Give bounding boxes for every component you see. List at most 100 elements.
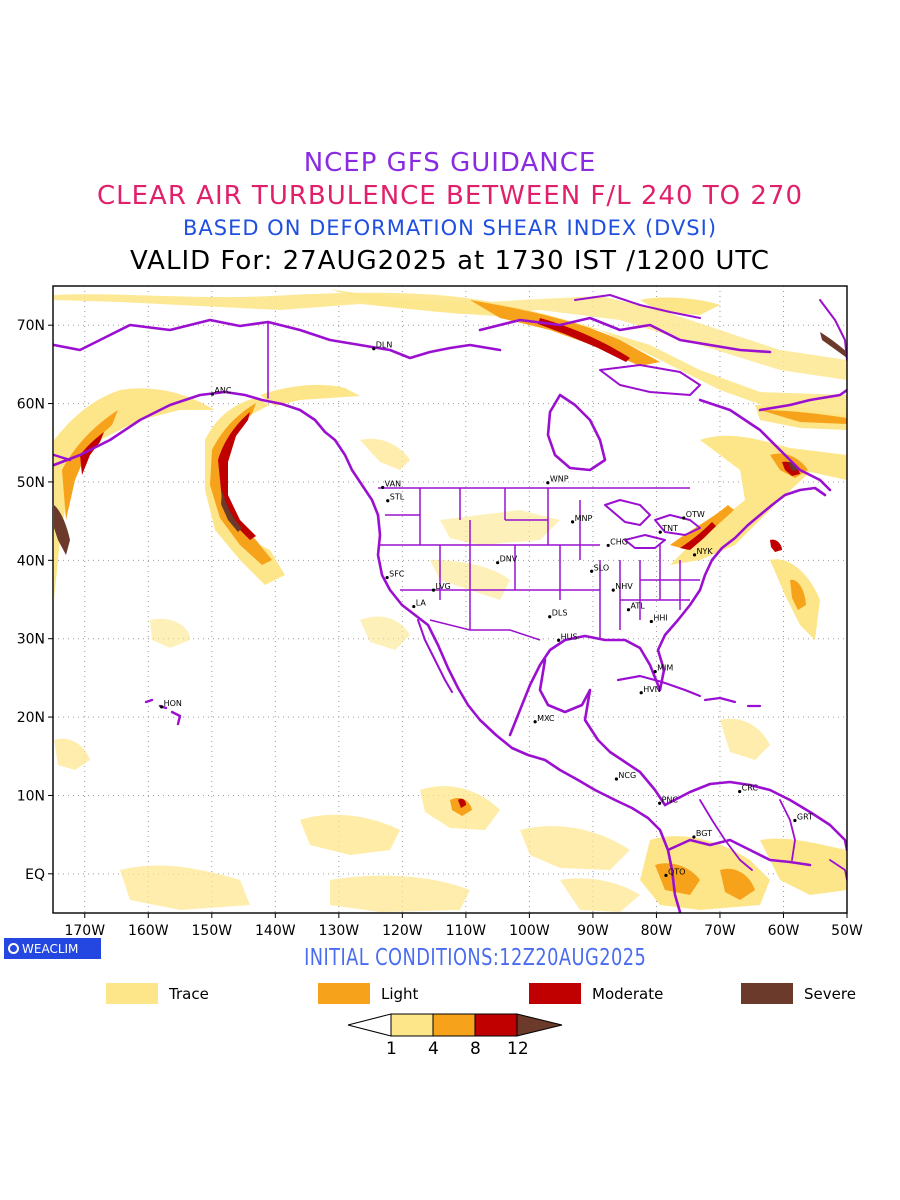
turbulence-severe-areas [54,332,847,555]
city-label: TNT [661,524,678,533]
city-label: DLN [376,341,393,350]
city-label: OTW [686,510,705,519]
city-marker [664,873,668,877]
city-label: ANC [214,386,231,395]
title-valid-time: VALID For: 27AUG2025 at 1730 IST /1200 U… [130,246,770,276]
logo-text: WEACLIM [22,941,79,956]
legend-swatch-severe [741,983,793,1004]
lon-label: 60W [768,923,800,939]
latitude-labels: EQ 10N 20N 30N 40N 50N 60N 70N [17,318,45,883]
city-label: LA [416,599,427,608]
city-marker [381,485,385,490]
lat-label: 40N [17,553,45,569]
lat-label: EQ [25,867,45,883]
colorbar-tick-4: 4 [428,1039,439,1059]
title-product: CLEAR AIR TURBULENCE BETWEEN F/L 240 TO … [96,181,804,211]
city-label: HUS [561,632,578,641]
logo-ring-icon [8,943,19,954]
colorbar-tick-1: 1 [386,1039,397,1059]
axis-ticks [48,324,848,918]
city-label: STL [390,493,405,502]
city-marker [639,691,643,695]
city-label: DNV [500,555,518,564]
lat-label: 20N [17,710,45,726]
city-label: MXC [537,714,555,723]
city-label: HHI [653,613,667,622]
legend-label-light: Light [381,984,419,1003]
city-label: NHV [615,582,633,591]
lat-label: 10N [17,788,45,804]
city-label: GRT [797,813,813,822]
lon-label: 160W [128,923,169,939]
city-label: HON [164,699,182,708]
city-marker [431,588,436,592]
city-label: VAN [385,479,401,488]
lon-label: 110W [446,923,487,939]
title-model: NCEP GFS GUIDANCE [303,148,597,178]
city-label: QTO [668,867,685,876]
colorbar-bin-trace [390,1013,434,1037]
city-marker [412,604,416,609]
colorbar-bin-moderate [474,1013,518,1037]
weaclim-logo: WEACLIM [4,938,101,959]
lon-label: 80W [641,923,673,939]
city-marker [590,569,594,573]
city-marker [496,561,500,565]
city-marker [692,835,696,839]
city-marker [160,705,164,709]
lon-label: 140W [255,923,296,939]
city-label: BGT [696,829,712,838]
city-marker [658,530,662,534]
city-label: ATL [630,602,645,611]
city-labels: ANC DLN VAN STL WNP MNP OTW TNT CHG NYK DNV SFC SLO L… [160,341,813,877]
city-marker [793,818,797,823]
colorbar-low-end [347,1013,392,1037]
city-label: NYK [697,547,714,556]
lat-label: 50N [17,475,45,491]
colorbar-tick-12: 12 [507,1039,529,1059]
city-label: LVG [435,582,450,591]
city-marker [692,553,697,557]
city-label: WNP [550,475,569,484]
lon-label: 90W [577,923,609,939]
lon-label: 150W [192,923,233,939]
city-marker [546,481,550,485]
city-marker [649,619,653,624]
city-marker [738,789,742,794]
legend-item-trace: Trace [106,983,209,1004]
city-marker [626,608,631,612]
lat-label: 60N [17,397,45,413]
city-label: DLS [552,609,568,618]
lat-label: 70N [17,318,45,334]
legend-label-severe: Severe [804,984,856,1003]
legend-label-trace: Trace [169,984,209,1003]
city-marker [385,575,389,580]
city-marker [614,777,619,781]
city-marker [372,347,376,351]
city-marker [557,638,561,642]
city-marker [210,392,215,396]
lat-label: 30N [17,632,45,648]
initial-conditions: INITIAL CONDITIONS:12Z20AUG2025 [304,945,647,971]
lon-label: 170W [64,923,105,939]
city-marker [548,615,552,619]
city-label: HVN [643,685,660,694]
map-frame [52,285,848,914]
legend-swatch-trace [106,983,158,1004]
city-label: NCG [618,771,636,780]
city-marker [658,801,662,805]
colorbar-bin-light [432,1013,476,1037]
legend-item-light: Light [318,983,418,1004]
colorbar-high-end [516,1013,563,1037]
city-label: MNP [575,514,593,523]
city-label: CRC [742,784,759,793]
lon-label: 70W [704,923,736,939]
legend-item-moderate: Moderate [529,983,663,1004]
city-marker [606,543,610,548]
lon-label: 130W [319,923,360,939]
title-method: BASED ON DEFORMATION SHEAR INDEX (DVSI) [182,216,718,240]
city-marker [653,670,657,674]
city-marker [611,588,615,592]
